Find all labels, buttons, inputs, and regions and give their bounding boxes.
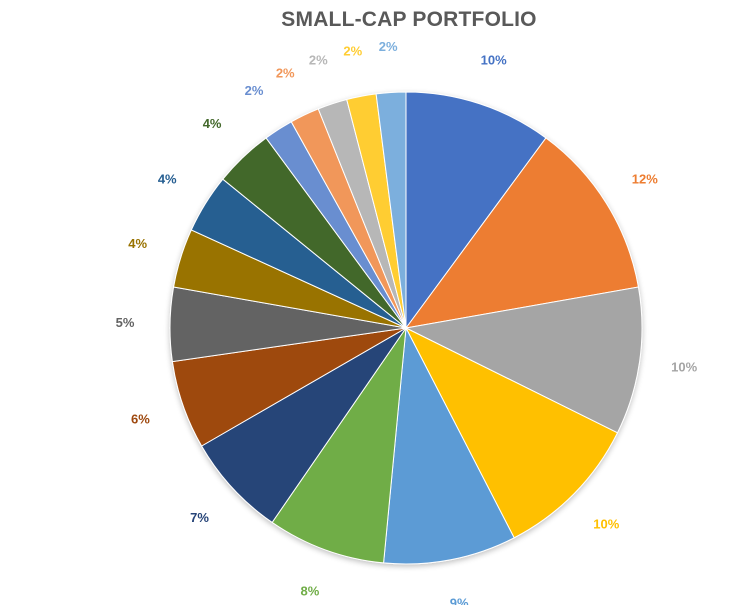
data-label-14: 2% [276, 66, 295, 81]
data-label-12: 4% [203, 116, 222, 131]
pie-slices [169, 91, 643, 565]
data-label-13: 2% [245, 83, 264, 98]
data-label-11: 4% [158, 171, 177, 186]
data-label-6: 8% [300, 583, 319, 598]
pie-slice-4 [404, 326, 619, 539]
pie-slice-7 [200, 327, 407, 524]
data-label-8: 6% [131, 411, 150, 426]
data-label-16: 2% [343, 44, 362, 59]
pie-slice-2 [404, 137, 639, 329]
pie-slice-1 [405, 91, 547, 330]
data-label-15: 2% [309, 52, 328, 67]
pie-slice-3 [404, 286, 643, 434]
data-label-2: 12% [632, 171, 658, 186]
pie-slice-6 [271, 326, 407, 564]
data-label-4: 10% [593, 517, 619, 532]
data-label-7: 7% [190, 510, 209, 525]
data-label-17: 2% [379, 39, 398, 54]
data-label-10: 4% [128, 236, 147, 251]
pie-labels: 10% 12% 10% 10% 9% 8% 7% 6% 5% 4% 4% 4% 2% 2% 2% 2% 2% [116, 39, 698, 605]
data-label-1: 10% [481, 52, 507, 67]
data-label-9: 5% [116, 315, 135, 330]
chart-title: SMALL-CAP PORTFOLIO [281, 8, 537, 31]
pie-slice-5 [383, 326, 515, 565]
data-label-3: 10% [671, 359, 697, 374]
pie-slice-17 [375, 91, 407, 329]
data-label-5: 9% [450, 595, 469, 605]
